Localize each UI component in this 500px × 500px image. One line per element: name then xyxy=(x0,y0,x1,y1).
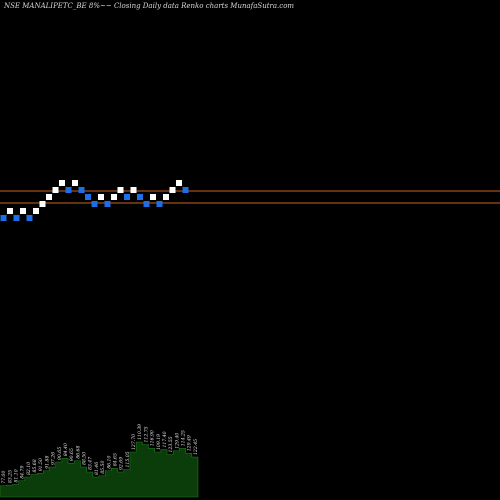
renko-brick-down xyxy=(104,201,111,207)
volume-label: 122.45 xyxy=(193,439,199,455)
renko-brick-down xyxy=(0,215,7,221)
volume-label: 91.88 xyxy=(44,456,50,469)
volume-label: 129.40 xyxy=(174,433,180,449)
volume-area xyxy=(0,441,199,498)
volume-label: 83.25 xyxy=(7,470,13,483)
renko-brick-up xyxy=(117,187,124,193)
renko-brick-down xyxy=(156,201,163,207)
renko-brick-up xyxy=(111,194,117,200)
renko-brick-up xyxy=(169,187,176,193)
volume-label: 81.10 xyxy=(13,469,19,482)
renko-brick-down xyxy=(26,215,33,221)
volume-label: 90.65 xyxy=(69,448,75,461)
volume-label: 77.00 xyxy=(1,471,7,484)
volume-label: 92.69 xyxy=(119,457,125,470)
volume-label: 90.65 xyxy=(57,447,63,460)
renko-brick-down xyxy=(143,201,150,207)
renko-brick-up xyxy=(176,180,182,186)
volume-label: 123.55 xyxy=(168,436,174,452)
renko-brick-down xyxy=(78,187,85,193)
volume-label: 84.65 xyxy=(112,453,118,466)
volume-label: 114.25 xyxy=(181,430,187,446)
renko-brick-up xyxy=(130,187,137,193)
renko-brick-down xyxy=(182,187,189,193)
volume-label: 129.49 xyxy=(187,435,193,451)
volume-label: 109.19 xyxy=(156,434,162,450)
renko-brick-up xyxy=(20,208,26,214)
volume-area-path xyxy=(0,441,199,498)
renko-brick-down xyxy=(65,187,72,193)
renko-brick-up xyxy=(150,194,156,200)
volume-label: 82.10 xyxy=(26,462,32,475)
renko-brick-up xyxy=(39,201,46,207)
renko-brick-up xyxy=(46,194,52,200)
renko-brick-up xyxy=(98,194,104,200)
renko-brick-up xyxy=(7,208,13,214)
renko-brick-down xyxy=(124,194,130,200)
volume-labels: 77.00 83.25 81.10 84.79 82.10 85.68 91.50 91.88… xyxy=(1,424,199,484)
volume-label: 117.40 xyxy=(162,431,168,447)
renko-brick-down xyxy=(85,194,91,200)
volume-label: 85.50 xyxy=(100,461,106,474)
renko-bricks xyxy=(0,180,189,221)
volume-label: 88.50 xyxy=(82,452,88,465)
volume-label: 116.90 xyxy=(150,430,156,446)
volume-label: 83.47 xyxy=(88,457,94,470)
renko-brick-up xyxy=(163,194,169,200)
volume-label: 91.50 xyxy=(38,458,44,471)
volume-label: 110.39 xyxy=(137,424,143,440)
volume-label: 85.68 xyxy=(32,459,38,472)
volume-label: 115.05 xyxy=(125,451,131,467)
renko-brick-down xyxy=(13,215,20,221)
volume-label: 97.26 xyxy=(51,452,57,465)
renko-brick-down xyxy=(91,201,98,207)
volume-label: 84.40 xyxy=(63,443,69,456)
reference-lines xyxy=(0,190,500,204)
volume-label: 84.79 xyxy=(20,466,26,479)
chart-title: NSE MANALIPETC_BE 8%~~ Closing Daily dat… xyxy=(4,2,295,10)
renko-brick-up xyxy=(33,208,39,214)
volume-label: 86.10 xyxy=(106,456,112,469)
renko-brick-up xyxy=(59,180,65,186)
volume-label: 112.75 xyxy=(143,426,149,442)
volume-label: 86.68 xyxy=(75,446,81,459)
volume-label: 127.70 xyxy=(131,434,137,450)
volume-label: 81.46 xyxy=(94,462,100,475)
renko-brick-up xyxy=(72,180,78,186)
renko-brick-down xyxy=(137,194,143,200)
renko-brick-up xyxy=(52,187,59,193)
